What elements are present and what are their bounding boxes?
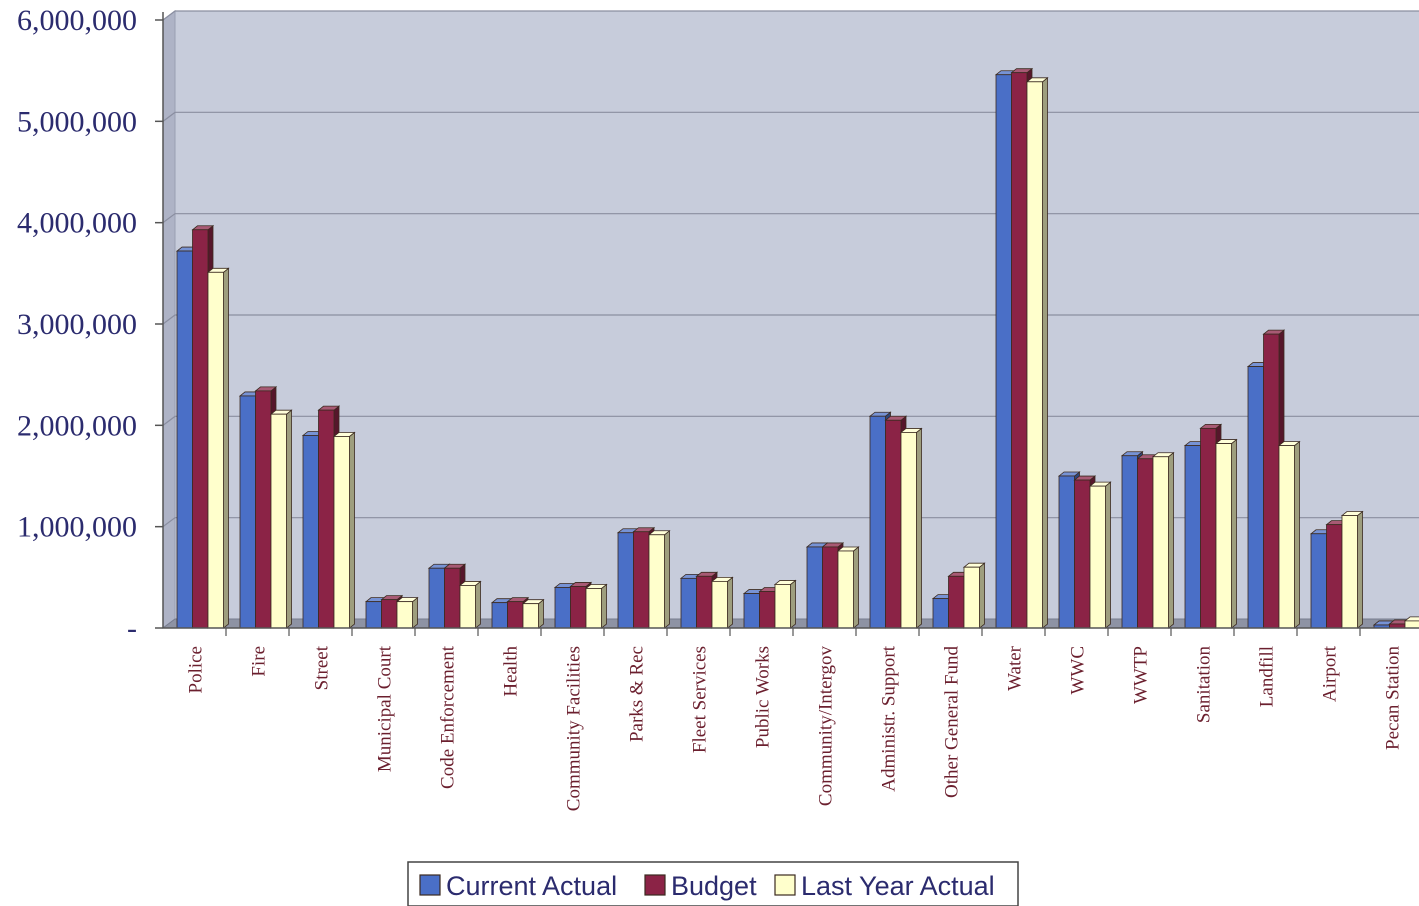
- y-tick-label: 3,000,000: [17, 308, 137, 341]
- y-tick-label: 2,000,000: [17, 409, 137, 442]
- bar: [395, 596, 419, 629]
- y-tick-label: 5,000,000: [17, 105, 137, 138]
- bar: [1088, 481, 1112, 629]
- x-tick-label: WWTP: [1131, 646, 1152, 704]
- legend-swatch: [419, 874, 441, 896]
- x-tick-label: Administr. Support: [879, 645, 900, 791]
- x-tick-label: Other General Fund: [942, 646, 963, 798]
- legend-box: [407, 861, 1019, 906]
- x-tick-label: Community/Intergov: [816, 646, 837, 807]
- bar: [1340, 510, 1364, 629]
- bar: [269, 409, 293, 629]
- x-axis: Police Fire Street Municipal Court Code Enfo…: [163, 627, 1419, 811]
- bar: [332, 431, 356, 629]
- bar: [899, 427, 923, 629]
- x-tick-label: WWC: [1068, 646, 1089, 695]
- y-tick-label: 1,000,000: [17, 511, 137, 544]
- legend: Current Actual Budget Last Year Actual: [407, 861, 1019, 906]
- x-tick-label: Health: [501, 646, 522, 697]
- bar: [521, 598, 545, 629]
- x-tick-label: Sanitation: [1194, 646, 1215, 724]
- y-tick-label: 4,000,000: [17, 207, 137, 240]
- x-tick-label: Pecan Station: [1383, 646, 1404, 750]
- legend-swatch: [774, 874, 796, 896]
- bar: [1277, 440, 1301, 629]
- bar: [836, 546, 860, 629]
- bars: [175, 67, 1419, 629]
- x-tick-label: Street: [312, 645, 333, 690]
- x-tick-label: Code Enforcement: [438, 645, 459, 789]
- legend-label: Current Actual: [446, 871, 617, 901]
- bar: [206, 267, 230, 629]
- bar: [584, 583, 608, 629]
- x-tick-label: Fire: [249, 646, 270, 677]
- x-tick-label: Public Works: [753, 646, 774, 748]
- x-tick-label: Water: [1005, 645, 1026, 691]
- y-tick-label: -: [127, 612, 137, 645]
- bar: [1403, 616, 1419, 629]
- y-tick-label: 6,000,000: [17, 4, 137, 37]
- legend-entry: Last Year Actual: [774, 871, 995, 901]
- bar: [1025, 76, 1049, 629]
- bar: [1151, 451, 1175, 629]
- bar: [710, 576, 734, 629]
- bar: [1214, 438, 1238, 629]
- x-tick-label: Parks & Rec: [627, 646, 648, 742]
- x-tick-label: Fleet Services: [690, 646, 711, 753]
- x-tick-label: Community Facilities: [564, 646, 585, 811]
- bar: [458, 580, 482, 629]
- legend-entry: Budget: [644, 871, 757, 901]
- y-axis: - 1,000,000 2,000,000 3,000,000 4,000,000 5,0…: [17, 4, 164, 645]
- bar: [773, 579, 797, 629]
- legend-label: Last Year Actual: [801, 871, 995, 901]
- x-tick-label: Airport: [1320, 645, 1341, 702]
- x-tick-label: Landfill: [1257, 646, 1278, 707]
- gridline: [162, 10, 1419, 21]
- bar: [647, 529, 671, 629]
- legend-swatch: [644, 874, 666, 896]
- bar: [962, 562, 986, 629]
- legend-entry: Current Actual: [419, 871, 617, 901]
- legend-label: Budget: [671, 871, 757, 901]
- x-tick-label: Police: [186, 646, 207, 694]
- x-tick-label: Municipal Court: [375, 645, 396, 772]
